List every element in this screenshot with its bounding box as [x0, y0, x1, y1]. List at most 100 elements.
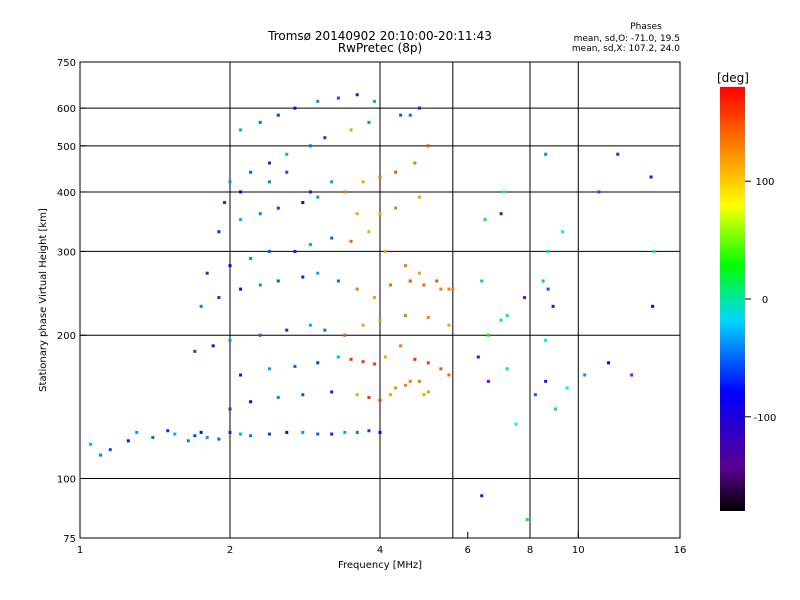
- data-point: [355, 430, 359, 434]
- x-tick-label: 4: [377, 545, 383, 556]
- stats-line-o: mean, sd,O: -71.0, 19.5: [574, 34, 680, 44]
- data-point: [417, 379, 421, 383]
- data-point: [239, 432, 243, 436]
- data-point: [408, 379, 412, 383]
- y-tick-label: 200: [57, 331, 76, 342]
- data-point: [166, 429, 170, 433]
- data-point: [343, 333, 347, 337]
- data-point: [403, 314, 407, 318]
- data-point: [422, 393, 426, 397]
- data-point: [451, 287, 455, 291]
- data-point: [361, 323, 365, 327]
- colorbar: [720, 87, 745, 511]
- data-point: [652, 249, 656, 253]
- data-point: [565, 386, 569, 390]
- data-point: [483, 218, 487, 222]
- data-point: [408, 113, 412, 117]
- data-point: [135, 430, 139, 434]
- data-point: [544, 379, 548, 383]
- data-point: [301, 430, 305, 434]
- data-point: [403, 383, 407, 387]
- x-tick-label: 2: [227, 545, 233, 556]
- data-point: [367, 395, 371, 399]
- data-point: [373, 99, 377, 103]
- data-point: [378, 212, 382, 216]
- data-points: [89, 93, 656, 522]
- data-point: [249, 434, 253, 438]
- data-point: [151, 435, 155, 439]
- data-point: [426, 361, 430, 365]
- data-point: [417, 195, 421, 199]
- data-point: [583, 373, 587, 377]
- data-point: [330, 390, 334, 394]
- data-point: [276, 113, 280, 117]
- data-point: [651, 304, 655, 308]
- data-point: [422, 283, 426, 287]
- data-point: [514, 422, 518, 426]
- data-point: [546, 287, 550, 291]
- data-point: [551, 304, 555, 308]
- data-point: [293, 106, 297, 110]
- data-point: [439, 367, 443, 371]
- data-point: [267, 432, 271, 436]
- data-point: [502, 190, 506, 194]
- data-point: [417, 271, 421, 275]
- data-point: [330, 432, 334, 436]
- data-point: [447, 323, 451, 327]
- data-point: [316, 271, 320, 275]
- data-point: [480, 279, 484, 283]
- data-point: [408, 279, 412, 283]
- data-point: [505, 367, 509, 371]
- x-tick-label: 8: [527, 545, 533, 556]
- x-tick-labels: 1 2 4 6 8 10 16: [77, 532, 687, 556]
- data-point: [193, 349, 197, 353]
- data-point: [301, 201, 305, 205]
- x-tick-label: 16: [674, 545, 687, 556]
- data-point: [316, 361, 320, 365]
- data-point: [308, 144, 312, 148]
- data-point: [217, 230, 221, 234]
- data-point: [378, 430, 382, 434]
- data-point: [544, 338, 548, 342]
- data-point: [413, 161, 417, 165]
- data-point: [239, 373, 243, 377]
- data-point: [89, 442, 93, 446]
- data-point: [435, 279, 439, 283]
- colorbar-tick-label: 0: [762, 295, 768, 306]
- data-point: [349, 128, 353, 132]
- stats-line-x: mean, sd,X: 107.2, 24.0: [572, 44, 680, 54]
- data-point: [336, 355, 340, 359]
- data-point: [389, 283, 393, 287]
- data-point: [217, 437, 221, 441]
- data-point: [349, 357, 353, 361]
- data-point: [193, 434, 197, 438]
- data-point: [373, 296, 377, 300]
- data-point: [394, 206, 398, 210]
- data-point: [205, 435, 209, 439]
- data-point: [276, 395, 280, 399]
- data-point: [607, 361, 611, 365]
- data-point: [343, 190, 347, 194]
- data-point: [308, 323, 312, 327]
- data-point: [228, 180, 232, 184]
- data-point: [394, 386, 398, 390]
- data-point: [367, 429, 371, 433]
- colorbar-tick-label: 100: [755, 177, 774, 188]
- data-point: [249, 256, 253, 260]
- data-point: [383, 355, 387, 359]
- data-point: [361, 360, 365, 364]
- data-point: [447, 287, 451, 291]
- data-point: [426, 144, 430, 148]
- chart-title: Tromsø 20140902 20:10:00-20:11:43: [267, 29, 492, 43]
- data-point: [544, 152, 548, 156]
- data-point: [108, 448, 112, 452]
- data-point: [249, 170, 253, 174]
- data-point: [486, 379, 490, 383]
- data-point: [228, 338, 232, 342]
- data-point: [355, 93, 359, 97]
- data-point: [533, 393, 537, 397]
- data-point: [285, 328, 289, 332]
- data-point: [546, 249, 550, 253]
- data-point: [267, 367, 271, 371]
- data-point: [186, 439, 190, 443]
